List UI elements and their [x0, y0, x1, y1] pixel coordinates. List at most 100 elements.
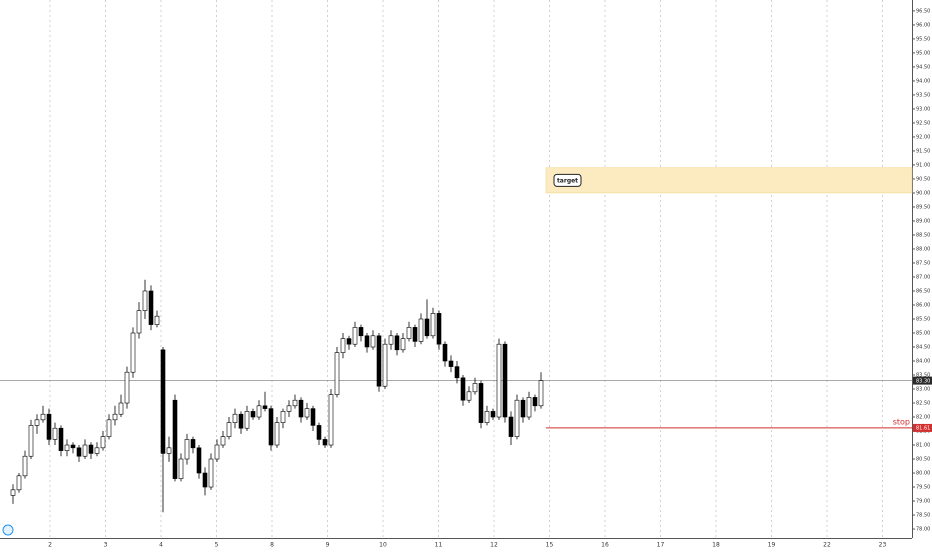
x-tick-label: 8	[270, 542, 274, 549]
target-label: target	[557, 177, 578, 184]
stop-price-label: 81.61	[916, 426, 930, 432]
candle-body	[46, 413, 52, 440]
candle-body	[184, 439, 190, 460]
y-tick-label: 83.00	[916, 387, 930, 393]
y-tick-label: 78.50	[916, 513, 930, 519]
x-tick-label: 23	[879, 542, 887, 549]
candle-body	[52, 427, 58, 440]
candle-body	[466, 391, 472, 401]
candle-body	[526, 397, 532, 418]
candle-body	[22, 455, 28, 477]
candle-body	[226, 422, 232, 437]
y-tick-label: 86.00	[916, 302, 930, 308]
candle-body	[142, 290, 148, 311]
candle-body	[448, 360, 454, 367]
candle-body	[316, 425, 322, 440]
candle-body	[334, 352, 340, 395]
candle-body	[304, 408, 310, 418]
candle-body	[28, 425, 34, 457]
y-tick-label: 84.00	[916, 359, 930, 365]
candle-body	[100, 436, 106, 449]
y-tick-label: 90.50	[916, 176, 930, 182]
x-tick-label: 17	[657, 542, 665, 549]
candle-body	[280, 411, 286, 423]
candle-body	[382, 343, 388, 387]
candle-body	[352, 327, 358, 345]
candle-body	[328, 394, 334, 446]
y-tick-label: 87.50	[916, 260, 930, 266]
candle-body	[514, 399, 520, 437]
x-tick-label: 3	[104, 542, 108, 549]
candle-body	[178, 458, 184, 479]
candle-body	[274, 422, 280, 446]
y-tick-label: 94.00	[916, 78, 930, 84]
y-tick-label: 93.50	[916, 92, 930, 98]
candle-body	[268, 408, 274, 446]
candle-body	[16, 475, 22, 491]
candle-body	[166, 447, 172, 454]
candle-body	[70, 444, 76, 449]
candle-body	[472, 383, 478, 393]
candle-body	[442, 343, 448, 362]
x-tick-label: 9	[326, 542, 330, 549]
candle-body	[490, 411, 496, 418]
x-tick-label: 11	[435, 542, 443, 549]
candle-body	[106, 419, 112, 437]
candle-body	[10, 489, 16, 496]
candle-body	[454, 366, 460, 379]
candle-body	[370, 335, 376, 348]
candle-body	[322, 439, 328, 446]
candle-body	[220, 436, 226, 446]
candle-body	[406, 327, 412, 339]
candle-body	[286, 405, 292, 412]
candle-body	[250, 411, 256, 418]
candle-body	[484, 411, 490, 423]
candle-body	[460, 377, 466, 401]
candle-body	[400, 338, 406, 351]
candle-body	[64, 444, 70, 451]
candle-body	[418, 318, 424, 342]
candle-body	[160, 349, 166, 454]
y-tick-label: 85.00	[916, 330, 930, 336]
candle-body	[88, 444, 94, 454]
candle-body	[112, 413, 118, 421]
y-tick-label: 91.00	[916, 162, 930, 168]
candle-body	[388, 335, 394, 345]
candle-body	[364, 335, 370, 348]
logo	[2, 524, 14, 536]
x-tick-label: 10	[379, 542, 387, 549]
candle-body	[58, 427, 64, 451]
y-tick-label: 88.00	[916, 246, 930, 252]
y-tick-label: 91.50	[916, 148, 930, 154]
y-tick-label: 96.00	[916, 22, 930, 28]
candle-body	[424, 318, 430, 337]
x-tick-label: 12	[490, 542, 498, 549]
y-tick-label: 95.50	[916, 36, 930, 42]
candle-body	[154, 315, 160, 325]
candle-body	[478, 383, 484, 423]
candle-body	[172, 399, 178, 479]
candle-body	[262, 405, 268, 409]
y-tick-label: 79.50	[916, 485, 930, 491]
y-tick-label: 88.50	[916, 232, 930, 238]
candle-body	[532, 397, 538, 407]
candle-body	[394, 335, 400, 351]
candle-body	[94, 447, 100, 454]
candle-body	[430, 313, 436, 337]
stop-label: stop	[893, 417, 910, 426]
candle-body	[130, 332, 136, 373]
x-tick-label: 22	[823, 542, 831, 549]
y-tick-label: 82.00	[916, 415, 930, 421]
candle-body	[238, 413, 244, 429]
candle-body	[346, 338, 352, 345]
x-tick-label: 5	[215, 542, 219, 549]
y-tick-label: 89.00	[916, 218, 930, 224]
y-tick-label: 78.00	[916, 527, 930, 533]
candle-body	[148, 290, 154, 325]
candle-body	[520, 399, 526, 418]
candle-body	[76, 447, 82, 457]
x-tick-label: 2	[48, 542, 52, 549]
candle-body	[436, 313, 442, 345]
y-tick-label: 82.50	[916, 401, 930, 407]
